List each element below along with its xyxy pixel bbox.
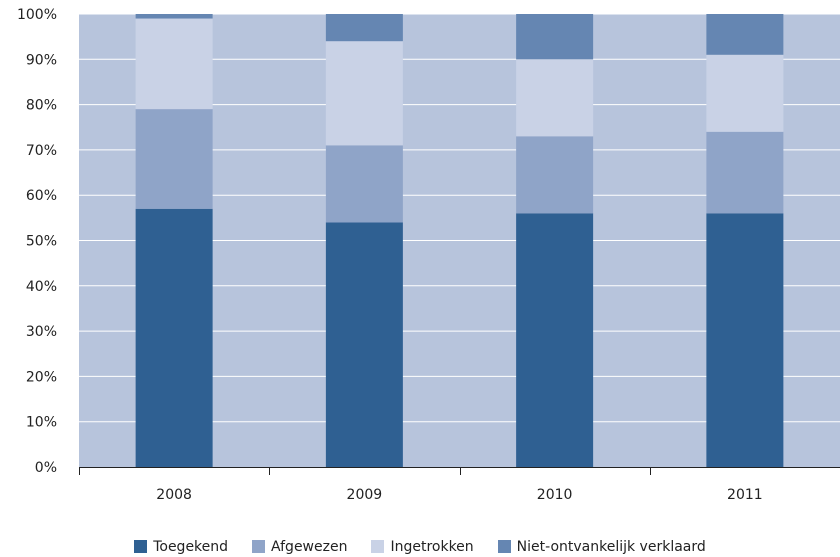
bars: [135, 14, 784, 468]
bar-segment-2010-0: [516, 213, 594, 467]
legend-swatch-niet-ontvankelijk: [497, 540, 511, 553]
x-axis-labels: 2008 2009 2010 2011: [156, 487, 762, 503]
y-tick-label: 30%: [26, 324, 57, 340]
bar-segment-2008-2: [135, 18, 213, 110]
bar-segment-2010-3: [516, 14, 594, 60]
legend-item-afgewezen: Afgewezen: [252, 539, 347, 555]
legend-label-toegekend: Toegekend: [153, 538, 229, 555]
bar-segment-2008-0: [135, 208, 213, 468]
bar-segment-2010-2: [516, 59, 594, 137]
legend-label-niet-ontvankelijk: Niet-ontvankelijk verklaard: [516, 538, 706, 555]
bar-segment-2008-1: [135, 109, 213, 209]
y-tick-label: 100%: [17, 7, 57, 23]
legend-swatch-ingetrokken: [371, 540, 385, 553]
y-tick-label: 60%: [26, 188, 57, 204]
y-axis-labels: 0% 10% 20% 30% 40% 50% 60% 70% 80% 90% 100%: [17, 7, 57, 476]
bar-segment-2009-3: [325, 14, 403, 42]
x-tick-label: 2011: [727, 487, 763, 503]
bar-segment-2011-0: [706, 213, 784, 467]
bar-segment-2011-1: [706, 131, 784, 214]
x-tick-label: 2010: [537, 487, 573, 503]
y-tick-label: 90%: [26, 52, 57, 68]
y-tick-label: 50%: [26, 234, 57, 250]
bar-segment-2010-1: [516, 136, 594, 214]
bar-segment-2008-3: [135, 14, 213, 19]
legend-item-ingetrokken: Ingetrokken: [371, 538, 474, 555]
bar-segment-2011-3: [706, 14, 784, 55]
stacked-bar-chart: 0%10%20%30%40%50%60%70%80%90%100% 2008 20…: [17, 7, 840, 503]
x-tick-label: 2008: [156, 487, 192, 503]
legend-item-toegekend: Toegekend: [134, 539, 228, 555]
y-tick-label: 80%: [26, 98, 57, 114]
legend-swatch-toegekend: [134, 540, 148, 553]
legend-label-ingetrokken: Ingetrokken: [390, 538, 474, 555]
legend-label-afgewezen: Afgewezen: [271, 538, 348, 555]
x-tick-label: 2009: [347, 487, 383, 503]
y-tick-label: 20%: [26, 369, 57, 385]
bar-segment-2009-2: [325, 41, 403, 146]
x-axis-ticks: [79, 467, 651, 475]
legend: Toegekend Afgewezen Ingetrokken Niet-ont…: [0, 536, 840, 557]
bar-segment-2009-1: [325, 145, 403, 223]
y-tick-label: 0%: [35, 460, 57, 476]
y-tick-label: 40%: [26, 279, 57, 295]
y-tick-label: 70%: [26, 143, 57, 159]
legend-item-niet-ontvankelijk: Niet-ontvankelijk verklaard: [497, 538, 706, 555]
bar-segment-2009-0: [325, 222, 403, 467]
legend-swatch-afgewezen: [252, 540, 266, 553]
bar-segment-2011-2: [706, 54, 784, 132]
y-tick-label: 10%: [26, 415, 57, 431]
